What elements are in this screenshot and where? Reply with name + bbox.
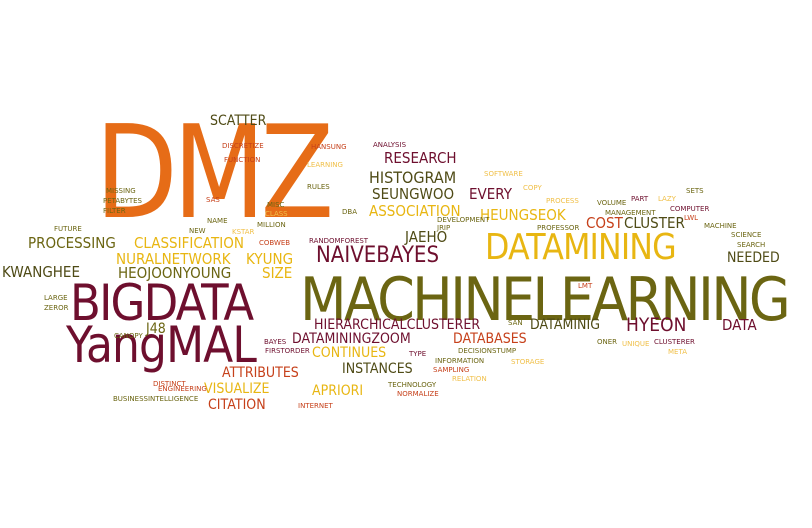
cloud-word-science: SCIENCE bbox=[731, 231, 762, 239]
cloud-word-kyung: KYUNG bbox=[246, 250, 294, 268]
cloud-word-professor: PROFESSOR bbox=[537, 224, 580, 232]
cloud-word-million: MILLION bbox=[257, 221, 286, 229]
cloud-word-learning: LEARNING bbox=[307, 161, 343, 169]
cloud-word-size: SIZE bbox=[262, 264, 293, 282]
cloud-word-jaeho: JAEHO bbox=[405, 228, 448, 246]
cloud-word-jrip: JRIP bbox=[437, 224, 451, 232]
cloud-word-misc: MISC bbox=[267, 201, 285, 209]
cloud-word-new: NEW bbox=[189, 227, 206, 235]
cloud-word-normalize: NORMALIZE bbox=[397, 390, 439, 398]
cloud-word-zeror: ZEROR bbox=[44, 304, 69, 312]
cloud-word-sets: SETS bbox=[686, 187, 704, 195]
cloud-word-needed: NEEDED bbox=[727, 250, 780, 266]
cloud-word-unique: UNIQUE bbox=[622, 340, 650, 348]
cloud-word-engineering: ENGINEERING bbox=[158, 385, 207, 393]
cloud-word-apriori: APRIORI bbox=[312, 383, 364, 399]
cloud-word-decisionstump: DECISIONSTUMP bbox=[458, 347, 517, 355]
cloud-word-type: TYPE bbox=[409, 350, 427, 358]
cloud-word-volume: VOLUME bbox=[597, 199, 627, 207]
cloud-word-data: DATA bbox=[722, 316, 757, 334]
cloud-word-histogram: HISTOGRAM bbox=[369, 168, 457, 187]
cloud-word-heojoonyoung: HEOJOONYOUNG bbox=[118, 264, 232, 282]
cloud-word-filter: FILTER bbox=[103, 207, 126, 215]
cloud-word-technology: TECHNOLOGY bbox=[388, 381, 437, 389]
cloud-word-dba: DBA bbox=[342, 208, 357, 216]
cloud-word-name: NAME bbox=[207, 217, 228, 225]
cloud-word-citation: CITATION bbox=[208, 397, 266, 413]
cloud-word-discretize: DISCRETIZE bbox=[222, 142, 264, 150]
cloud-word-every: EVERY bbox=[469, 185, 513, 203]
cloud-word-classification: CLASSIFICATION bbox=[134, 234, 244, 252]
cloud-word-cobweb: COBWEB bbox=[259, 239, 291, 247]
cloud-word-future: FUTURE bbox=[54, 225, 82, 233]
cloud-word-randomforest: RANDOMFOREST bbox=[309, 237, 369, 245]
cloud-word-information: INFORMATION bbox=[435, 357, 485, 365]
cloud-word-j48: J48 bbox=[146, 321, 166, 337]
cloud-word-cost: COST bbox=[586, 214, 623, 232]
cloud-word-instances: INSTANCES bbox=[342, 361, 413, 377]
cloud-word-lmt: LMT bbox=[578, 282, 593, 290]
cloud-word-datamining: DATAMINING bbox=[485, 227, 677, 268]
cloud-word-distinct: DISTINCT bbox=[153, 380, 186, 388]
cloud-word-nuralnetwork: NURALNETWORK bbox=[116, 250, 231, 268]
cloud-word-software: SOFTWARE bbox=[484, 170, 523, 178]
cloud-word-hierarchicalclusterer: HIERARCHICALCLUSTERER bbox=[314, 317, 481, 333]
cloud-word-canopy: CANOPY bbox=[114, 332, 143, 340]
cloud-word-part: PART bbox=[631, 195, 649, 203]
cloud-word-firstorder: FIRSTORDER bbox=[265, 347, 310, 355]
cloud-word-cluster: CLUSTER bbox=[624, 214, 685, 232]
cloud-word-dmz: DMZ bbox=[95, 99, 334, 248]
cloud-word-petabytes: PETABYTES bbox=[103, 197, 143, 205]
cloud-word-storage: STORAGE bbox=[511, 358, 545, 366]
cloud-word-machinelearning: MACHINELEARNING bbox=[300, 265, 791, 335]
cloud-word-relation: RELATION bbox=[452, 375, 487, 383]
cloud-word-development: DEVELOPMENT bbox=[437, 216, 490, 224]
cloud-word-function: FUNCTION bbox=[224, 156, 261, 164]
cloud-word-research: RESEARCH bbox=[384, 149, 457, 167]
cloud-word-yangmal: YangMAL bbox=[66, 316, 257, 374]
cloud-word-seungwoo: SEUNGWOO bbox=[372, 185, 455, 203]
cloud-word-kwanghee: KWANGHEE bbox=[2, 263, 80, 281]
cloud-word-rules: RULES bbox=[307, 183, 330, 191]
cloud-word-analysis: ANALYSIS bbox=[373, 141, 407, 149]
cloud-word-oner: ONER bbox=[597, 338, 618, 346]
cloud-word-continues: CONTINUES bbox=[312, 345, 387, 361]
cloud-word-attributes: ATTRIBUTES bbox=[222, 365, 299, 381]
cloud-word-san: SAN bbox=[508, 319, 523, 327]
cloud-word-sas: SAS bbox=[206, 196, 220, 204]
cloud-word-businessintelligence: BUSINESSINTELLIGENCE bbox=[113, 395, 199, 403]
cloud-word-kstar: KSTAR bbox=[232, 228, 255, 236]
cloud-word-process: PROCESS bbox=[546, 197, 579, 205]
cloud-word-large: LARGE bbox=[44, 294, 68, 302]
cloud-word-meta: META bbox=[668, 348, 687, 356]
cloud-word-hansung: HANSUNG bbox=[311, 143, 347, 151]
cloud-word-naivebayes: NAIVEBAYES bbox=[316, 243, 440, 268]
cloud-word-association: ASSOCIATION bbox=[369, 202, 461, 220]
cloud-word-heungseok: HEUNGSEOK bbox=[480, 206, 566, 224]
cloud-word-visualize: VISUALIZE bbox=[204, 381, 270, 397]
cloud-word-search: SEARCH bbox=[737, 241, 766, 249]
cloud-word-missing: MISSING bbox=[106, 187, 136, 195]
cloud-word-bayes: BAYES bbox=[264, 338, 287, 346]
cloud-word-computer: COMPUTER bbox=[670, 205, 710, 213]
cloud-word-processing: PROCESSING bbox=[28, 234, 116, 252]
cloud-word-clusterer: CLUSTERER bbox=[654, 338, 695, 346]
cloud-word-lazy: LAZY bbox=[658, 195, 676, 203]
cloud-word-class: CLASS bbox=[265, 210, 288, 218]
cloud-word-databases: DATABASES bbox=[453, 331, 527, 347]
cloud-word-bigdata: BIGDATA bbox=[70, 274, 254, 332]
cloud-word-hyeon: HYEON bbox=[626, 314, 687, 336]
cloud-word-machine: MACHINE bbox=[704, 222, 737, 230]
cloud-word-management: MANAGEMENT bbox=[605, 209, 656, 217]
cloud-word-scatter: SCATTER bbox=[210, 113, 267, 129]
cloud-word-copy: COPY bbox=[523, 184, 542, 192]
cloud-word-dataminig: DATAMINIG bbox=[530, 317, 600, 333]
cloud-word-dataminingzoom: DATAMININGZOOM bbox=[292, 331, 411, 347]
cloud-word-lwl: LWL bbox=[684, 214, 699, 222]
cloud-word-internet: INTERNET bbox=[298, 402, 333, 410]
cloud-word-sampling: SAMPLING bbox=[433, 366, 470, 374]
